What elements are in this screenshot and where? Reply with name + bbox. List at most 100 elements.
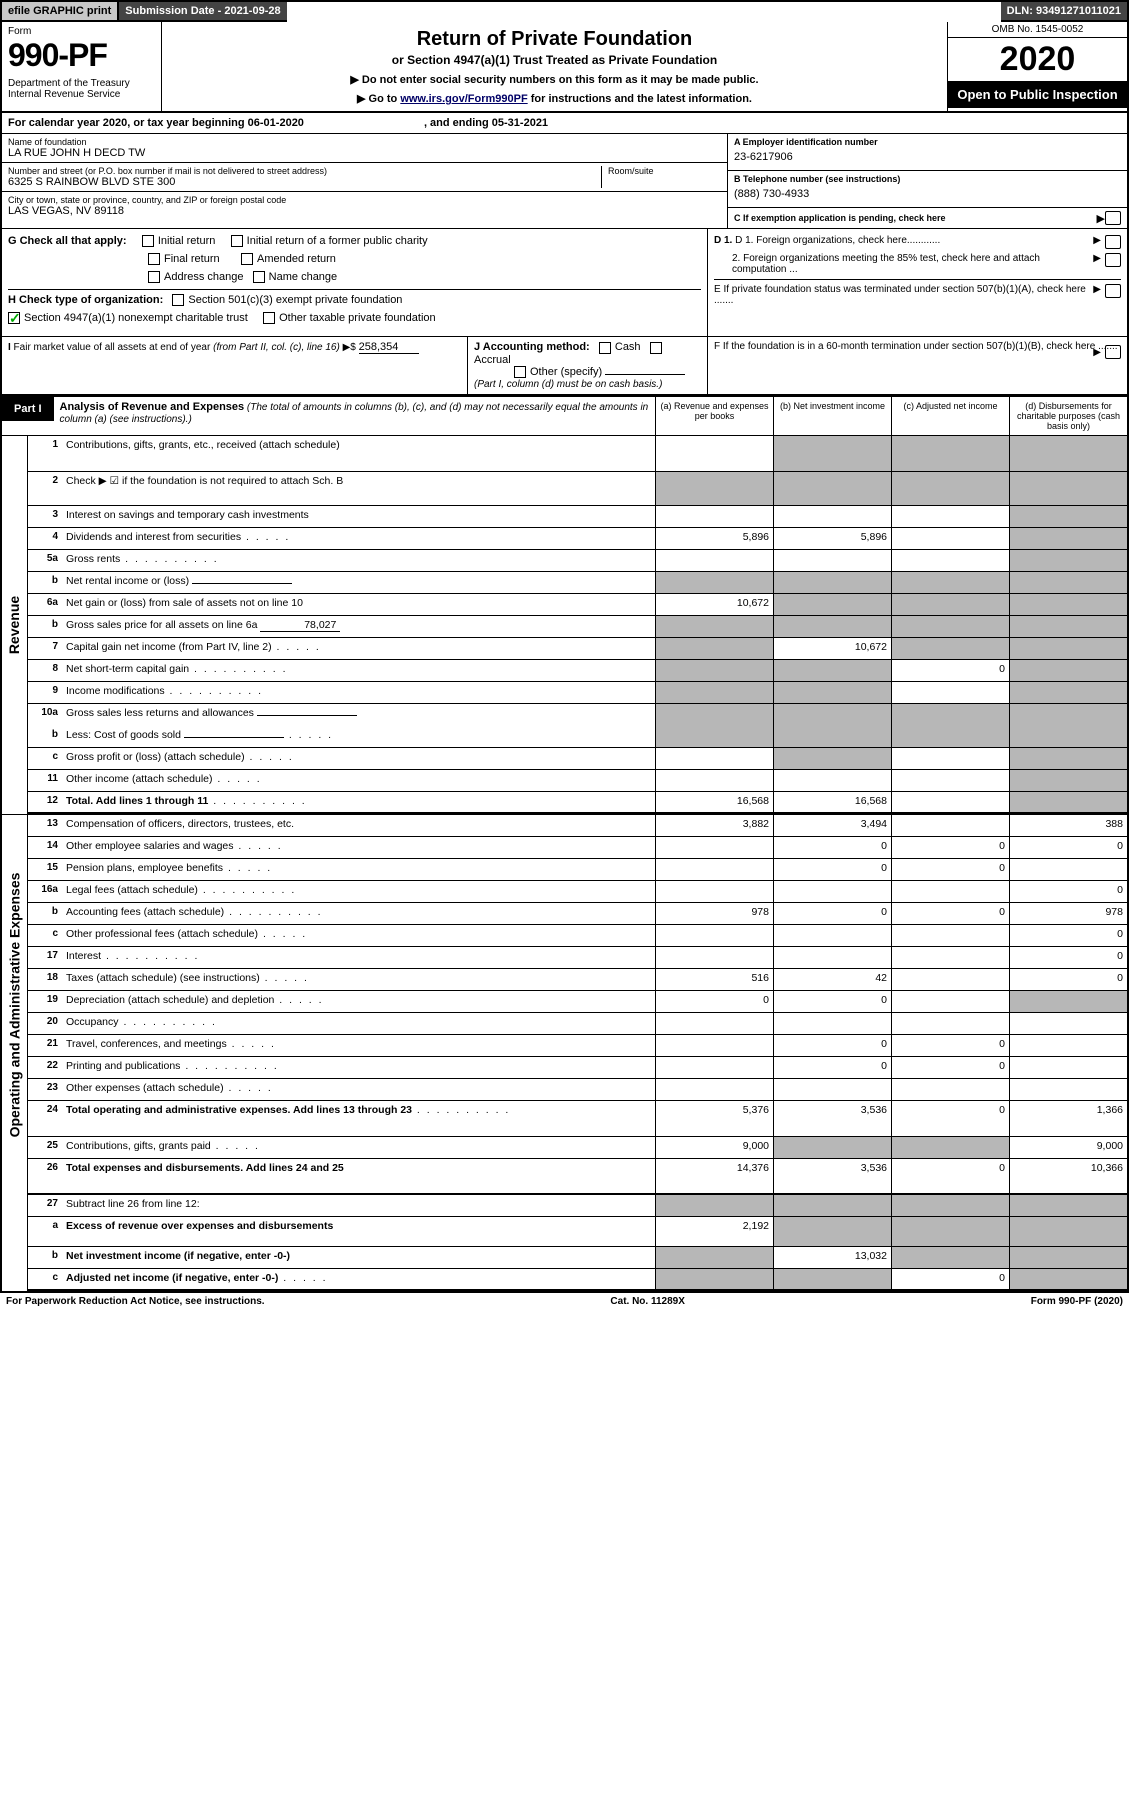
table-row: 22Printing and publications00 <box>28 1057 1127 1079</box>
table-row: 4Dividends and interest from securities5… <box>28 528 1127 550</box>
room-label: Room/suite <box>608 166 721 176</box>
table-row: 18Taxes (attach schedule) (see instructi… <box>28 969 1127 991</box>
other-taxable-checkbox[interactable] <box>263 312 275 324</box>
ein-value: 23-6217906 <box>734 147 1121 167</box>
table-row: bAccounting fees (attach schedule)978009… <box>28 903 1127 925</box>
4947-checkbox[interactable] <box>8 312 20 324</box>
footer-mid: Cat. No. 11289X <box>610 1296 684 1307</box>
d1-text: D 1. Foreign organizations, check here..… <box>735 235 940 246</box>
i-j-row: I Fair market value of all assets at end… <box>2 337 1127 394</box>
header-center: Return of Private Foundation or Section … <box>162 22 947 111</box>
table-row: 10aGross sales less returns and allowanc… <box>28 704 1127 726</box>
efile-label: efile GRAPHIC print <box>2 2 117 22</box>
expense-table: Operating and Administrative Expenses 13… <box>2 814 1127 1195</box>
c-checkbox[interactable] <box>1105 211 1121 225</box>
table-row: 26Total expenses and disbursements. Add … <box>28 1159 1127 1195</box>
table-row: bNet rental income or (loss) <box>28 572 1127 594</box>
amended-return-checkbox[interactable] <box>241 253 253 265</box>
table-row: 20Occupancy <box>28 1013 1127 1035</box>
j-label: J Accounting method: <box>474 341 590 353</box>
name-label: Name of foundation <box>8 137 721 147</box>
top-bar: efile GRAPHIC print Submission Date - 20… <box>2 2 1127 22</box>
revenue-table: Revenue 1Contributions, gifts, grants, e… <box>2 436 1127 814</box>
name-change-checkbox[interactable] <box>253 271 265 283</box>
name-box: Name of foundation LA RUE JOHN H DECD TW <box>2 134 727 163</box>
checkboxes-section: G Check all that apply: Initial return I… <box>2 229 1127 337</box>
table-row: cAdjusted net income (if negative, enter… <box>28 1269 1127 1291</box>
city-label: City or town, state or province, country… <box>8 195 721 205</box>
header-left: Form 990-PF Department of the Treasury I… <box>2 22 162 111</box>
addr-label: Number and street (or P.O. box number if… <box>8 166 601 176</box>
table-row: 13Compensation of officers, directors, t… <box>28 815 1127 837</box>
revenue-side: Revenue <box>2 436 28 814</box>
footer-left: For Paperwork Reduction Act Notice, see … <box>6 1296 265 1307</box>
fmv-value: 258,354 <box>359 341 419 354</box>
part1-desc: Analysis of Revenue and Expenses (The to… <box>54 397 655 435</box>
f-text: F If the foundation is in a 60-month ter… <box>714 341 1118 352</box>
foundation-name: LA RUE JOHN H DECD TW <box>8 147 721 159</box>
form-subtitle: or Section 4947(a)(1) Trust Treated as P… <box>182 53 927 67</box>
form-note2: ▶ Go to www.irs.gov/Form990PF for instru… <box>182 92 927 105</box>
tel-value: (888) 730-4933 <box>734 184 1121 204</box>
entity-section: Name of foundation LA RUE JOHN H DECD TW… <box>2 134 1127 229</box>
g-row: G Check all that apply: Initial return I… <box>8 235 701 247</box>
table-row: 24Total operating and administrative exp… <box>28 1101 1127 1137</box>
table-row: 9Income modifications <box>28 682 1127 704</box>
table-row: aExcess of revenue over expenses and dis… <box>28 1217 1127 1247</box>
table-row: 2Check ▶ ☑ if the foundation is not requ… <box>28 472 1127 506</box>
tel-label: B Telephone number (see instructions) <box>734 174 1121 184</box>
accrual-checkbox[interactable] <box>650 342 662 354</box>
e-checkbox[interactable] <box>1105 284 1121 298</box>
part1-label: Part I <box>2 397 54 421</box>
omb-number: OMB No. 1545-0052 <box>948 22 1127 38</box>
tax-year: 2020 <box>948 38 1127 81</box>
col-d-header: (d) Disbursements for charitable purpose… <box>1009 397 1127 435</box>
initial-former-checkbox[interactable] <box>231 235 243 247</box>
col-c-header: (c) Adjusted net income <box>891 397 1009 435</box>
arrow-icon: ▶ <box>1097 212 1105 225</box>
table-row: bNet investment income (if negative, ent… <box>28 1247 1127 1269</box>
cash-checkbox[interactable] <box>599 342 611 354</box>
final-return-checkbox[interactable] <box>148 253 160 265</box>
e-text: E If private foundation status was termi… <box>714 284 1089 306</box>
table-row: 27Subtract line 26 from line 12: <box>28 1195 1127 1217</box>
table-row: 11Other income (attach schedule) <box>28 770 1127 792</box>
calendar-year-row: For calendar year 2020, or tax year begi… <box>2 113 1127 134</box>
f-checkbox[interactable] <box>1105 345 1121 359</box>
table-row: 21Travel, conferences, and meetings00 <box>28 1035 1127 1057</box>
form-number: 990-PF <box>8 37 155 74</box>
table-row: cOther professional fees (attach schedul… <box>28 925 1127 947</box>
table-row: 8Net short-term capital gain0 <box>28 660 1127 682</box>
address-change-checkbox[interactable] <box>148 271 160 283</box>
other-method-checkbox[interactable] <box>514 366 526 378</box>
bottom-table: 27Subtract line 26 from line 12:aExcess … <box>2 1195 1127 1291</box>
table-row: 15Pension plans, employee benefits00 <box>28 859 1127 881</box>
d2-checkbox[interactable] <box>1105 253 1121 267</box>
table-row: 17Interest0 <box>28 947 1127 969</box>
c-label: C If exemption application is pending, c… <box>734 213 1097 223</box>
table-row: 12Total. Add lines 1 through 1116,56816,… <box>28 792 1127 814</box>
header: Form 990-PF Department of the Treasury I… <box>2 22 1127 113</box>
dln: DLN: 93491271011021 <box>1001 2 1127 22</box>
submission-date: Submission Date - 2021-09-28 <box>117 2 286 22</box>
form-note1: ▶ Do not enter social security numbers o… <box>182 73 927 86</box>
table-row: bLess: Cost of goods sold <box>28 726 1127 748</box>
expense-side: Operating and Administrative Expenses <box>2 815 28 1195</box>
d1-checkbox[interactable] <box>1105 235 1121 249</box>
col-a-header: (a) Revenue and expenses per books <box>655 397 773 435</box>
table-row: 19Depreciation (attach schedule) and dep… <box>28 991 1127 1013</box>
irs-link[interactable]: www.irs.gov/Form990PF <box>400 93 527 105</box>
form-title: Return of Private Foundation <box>182 28 927 51</box>
city-box: City or town, state or province, country… <box>2 192 727 220</box>
form-container: efile GRAPHIC print Submission Date - 20… <box>0 0 1129 1293</box>
table-row: 23Other expenses (attach schedule) <box>28 1079 1127 1101</box>
ein-box: A Employer identification number 23-6217… <box>728 134 1127 171</box>
ein-label: A Employer identification number <box>734 137 1121 147</box>
tel-box: B Telephone number (see instructions) (8… <box>728 171 1127 208</box>
c-box: C If exemption application is pending, c… <box>728 208 1127 228</box>
initial-return-checkbox[interactable] <box>142 235 154 247</box>
table-row: 7Capital gain net income (from Part IV, … <box>28 638 1127 660</box>
table-row: 6aNet gain or (loss) from sale of assets… <box>28 594 1127 616</box>
city-state-zip: LAS VEGAS, NV 89118 <box>8 205 721 217</box>
501c3-checkbox[interactable] <box>172 294 184 306</box>
